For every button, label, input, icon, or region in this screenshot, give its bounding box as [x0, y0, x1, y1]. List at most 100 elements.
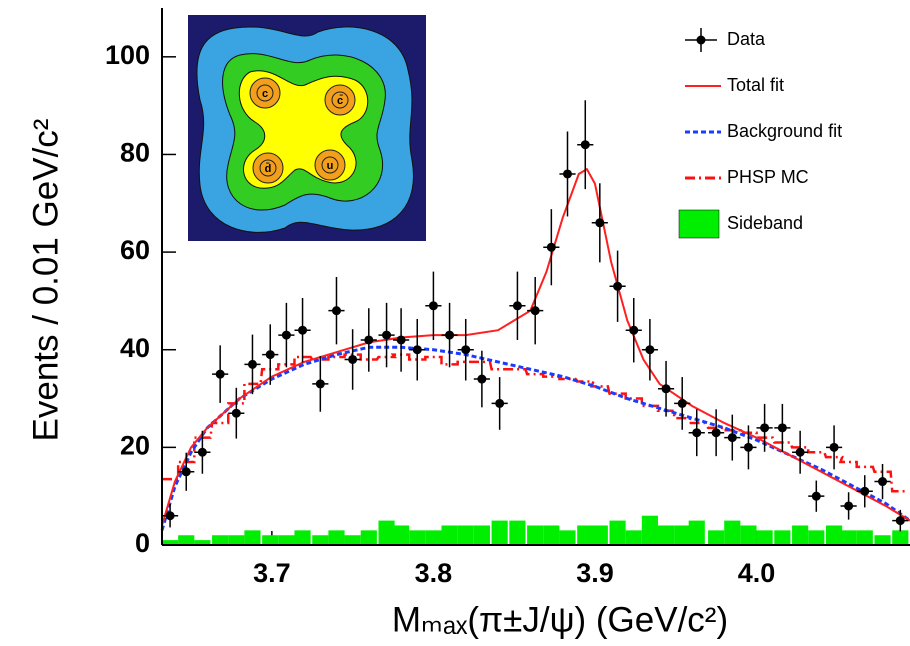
- sideband-bar: [328, 530, 345, 545]
- inset-diagram: c c̄ d̄ u: [188, 15, 426, 241]
- legend-marker: [696, 35, 706, 45]
- sideband-bar: [527, 525, 544, 545]
- quark-core: [256, 84, 274, 102]
- data-point: [512, 301, 522, 311]
- sideband-bar: [856, 530, 873, 545]
- legend-label: Background fit: [727, 121, 842, 141]
- legend-label: Total fit: [727, 75, 784, 95]
- sideband-bar: [543, 525, 560, 545]
- sideband-bar: [360, 530, 377, 545]
- sideband-bar: [808, 530, 825, 545]
- sideband-bar: [473, 525, 490, 545]
- data-point: [215, 369, 225, 379]
- sideband-bar: [278, 535, 295, 545]
- quark-label: u: [327, 160, 334, 172]
- data-point: [364, 335, 374, 345]
- sideband-bar: [178, 535, 195, 545]
- total-fit-line: [161, 167, 910, 526]
- data-point: [711, 428, 721, 438]
- data-point: [247, 359, 257, 369]
- y-tick-label: 60: [120, 235, 150, 265]
- data-point: [743, 442, 753, 452]
- data-point: [580, 140, 590, 150]
- data-point: [265, 350, 275, 360]
- sideband-bar: [509, 520, 526, 545]
- data-point: [315, 379, 325, 389]
- data-point: [811, 491, 821, 501]
- data-point: [231, 408, 241, 418]
- sideband-bar: [756, 530, 773, 545]
- data-point: [530, 306, 540, 316]
- quark: [314, 149, 346, 181]
- sideband-bar: [657, 525, 675, 545]
- sideband-bar: [792, 525, 809, 545]
- sideband-bar: [393, 525, 410, 545]
- data-point: [281, 330, 291, 340]
- sideband-bar: [892, 530, 909, 545]
- sideband-bar: [559, 530, 576, 545]
- sideband-bar: [409, 530, 426, 545]
- x-tick-label: 3.8: [415, 558, 453, 588]
- quark-core: [321, 156, 339, 174]
- data-point: [629, 325, 639, 335]
- quark-core: [259, 159, 277, 177]
- y-tick-label: 0: [135, 528, 150, 558]
- quark: [324, 84, 356, 116]
- sideband-bar: [674, 525, 691, 545]
- data-point: [331, 306, 341, 316]
- data-point: [298, 325, 308, 335]
- data-point: [613, 281, 623, 291]
- data-point: [382, 330, 392, 340]
- legend-label: PHSP MC: [727, 167, 809, 187]
- data-point: [795, 447, 805, 457]
- quark-label: d̄: [265, 163, 272, 175]
- sideband-bar: [194, 540, 211, 545]
- data-point: [461, 345, 471, 355]
- sideband-bar: [457, 525, 474, 545]
- sideband-bar: [641, 515, 658, 545]
- sideband-bar: [874, 535, 891, 545]
- y-axis-title: Events / 0.01 GeV/c²: [26, 119, 65, 442]
- y-tick-label: 100: [105, 40, 150, 70]
- x-axis-title: Mₘₐₓ(π±J/ψ) (GeV/c²): [392, 600, 728, 639]
- sideband-bar: [312, 535, 329, 545]
- data-point: [165, 511, 175, 521]
- data-point: [445, 330, 455, 340]
- legend-marker: [678, 209, 720, 239]
- data-point: [677, 398, 687, 408]
- x-tick-label: 4.0: [738, 558, 776, 588]
- sideband-bar: [162, 540, 179, 545]
- sideband-bar: [740, 525, 757, 545]
- data-point: [645, 345, 655, 355]
- data-point: [829, 442, 839, 452]
- data-point: [860, 486, 870, 496]
- data-point: [412, 345, 422, 355]
- sideband-bar: [625, 530, 642, 545]
- sideband-bar: [344, 535, 361, 545]
- quark-label: c: [262, 88, 268, 100]
- data-point: [895, 516, 905, 526]
- sideband-bar: [591, 525, 608, 545]
- data-point: [428, 301, 438, 311]
- y-tick-label: 40: [120, 333, 150, 363]
- data-point: [348, 354, 358, 364]
- legend-label: Sideband: [727, 213, 803, 233]
- sideband-bar: [609, 520, 626, 545]
- data-point: [692, 428, 702, 438]
- legend-label: Data: [727, 29, 766, 49]
- sideband-bar: [212, 535, 229, 545]
- data-point: [595, 218, 605, 228]
- data-point: [727, 433, 737, 443]
- legend: Data Total fit Background fit PHSP MC Sideba…: [678, 28, 842, 239]
- sideband-bar: [491, 520, 508, 545]
- data-point: [563, 169, 573, 179]
- sideband-bar: [825, 525, 843, 545]
- sideband-bar: [378, 520, 395, 545]
- data-point: [546, 242, 556, 252]
- sideband-bar: [294, 530, 311, 545]
- data-point: [760, 423, 770, 433]
- sideband-bar: [228, 535, 245, 545]
- data-point: [495, 398, 505, 408]
- phsp-mc-line: [162, 353, 909, 493]
